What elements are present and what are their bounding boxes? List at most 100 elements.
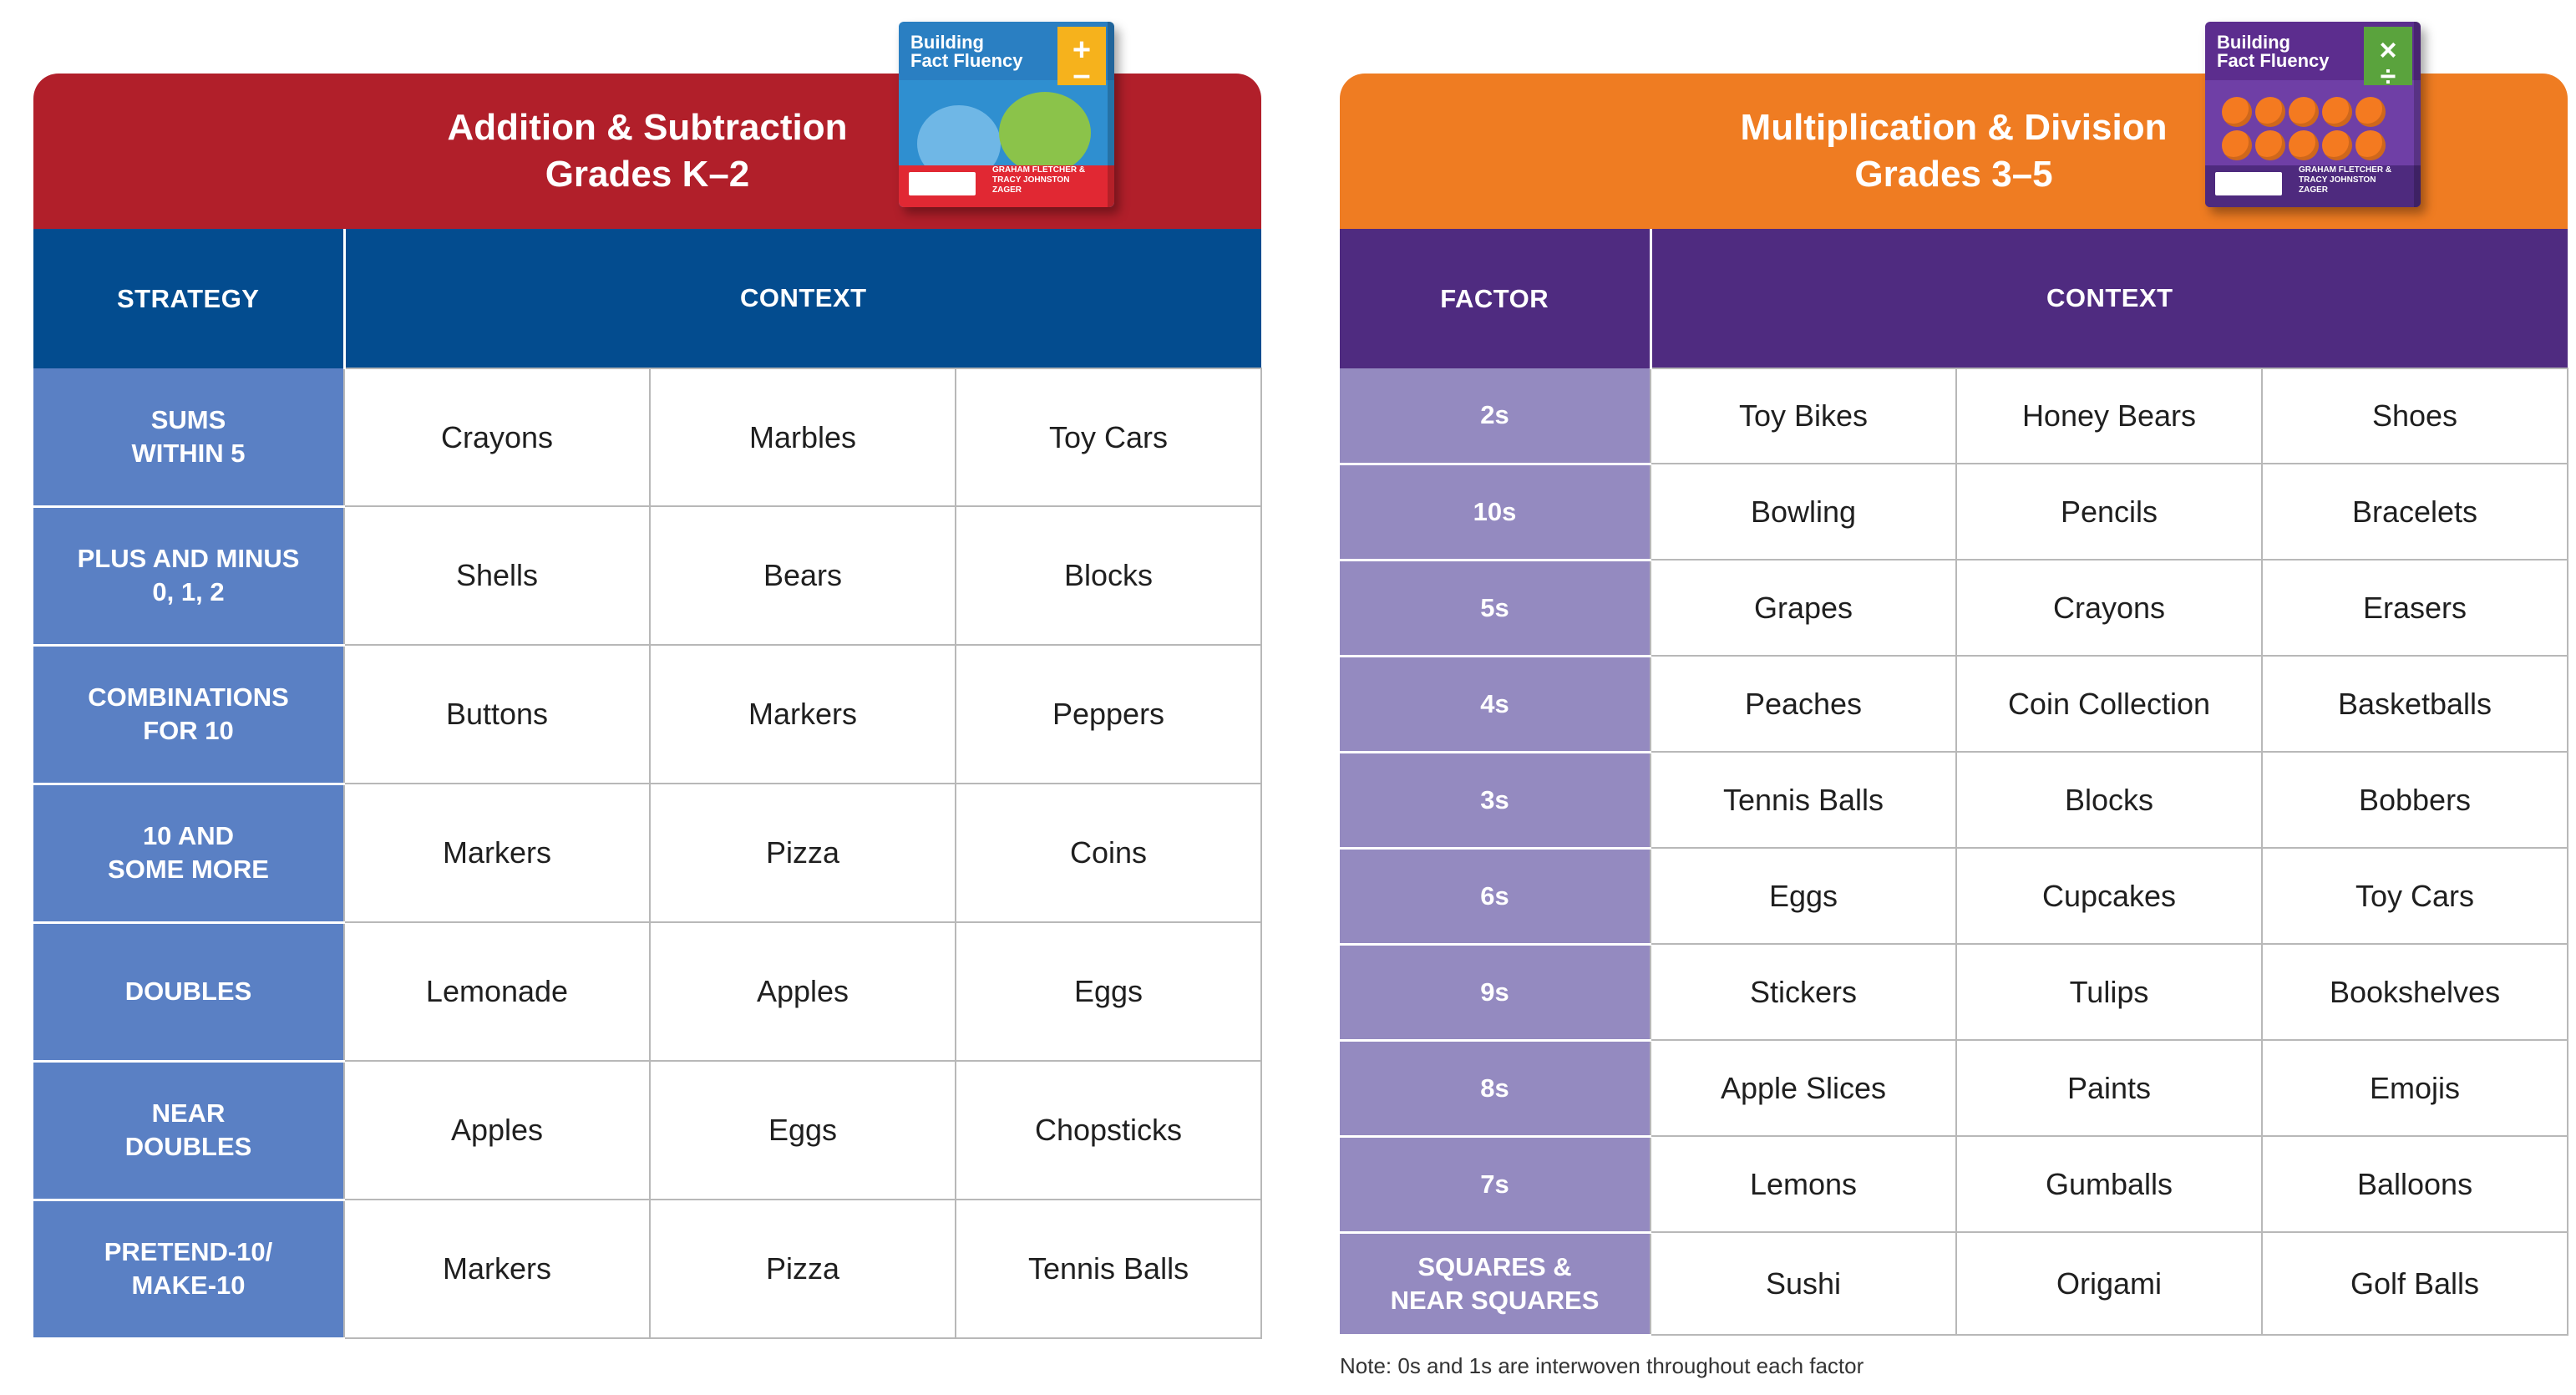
- strategy-label: PLUS AND MINUS 0, 1, 2: [33, 506, 344, 647]
- column-header-factor: FACTOR: [1340, 229, 1652, 368]
- factor-label: 5s: [1340, 560, 1651, 657]
- context-cell: Honey Bears: [1955, 368, 2263, 464]
- book-title-line2: Fact Fluency: [910, 50, 1023, 71]
- table-row: 4s Peaches Coin Collection Basketballs: [1340, 655, 2569, 753]
- factor-label: 9s: [1340, 944, 1651, 1042]
- factor-label: 6s: [1340, 848, 1651, 946]
- factor-label: 2s: [1340, 368, 1651, 465]
- context-cell: Lemons: [1650, 1135, 1957, 1233]
- context-cell: Crayons: [343, 368, 651, 507]
- table-row: 2s Toy Bikes Honey Bears Shoes: [1340, 368, 2569, 465]
- context-cell: Eggs: [649, 1060, 956, 1200]
- factor-context-table: FACTOR CONTEXT 2s Toy Bikes Honey Bears …: [1340, 229, 2569, 1337]
- multiplication-division-banner: Multiplication & Division Grades 3–5 Bui…: [1340, 22, 2568, 229]
- book-cover-image: Building Fact Fluency + – GRAHAM FLETCHE…: [899, 22, 1114, 207]
- context-cell: Markers: [649, 644, 956, 784]
- footnote: Note: 0s and 1s are interwoven throughou…: [1340, 1353, 1864, 1378]
- banner-title: Multiplication & Division: [1740, 107, 2168, 148]
- book-title-line2: Fact Fluency: [2217, 50, 2330, 71]
- warning-label: [2215, 172, 2282, 195]
- multiply-divide-icon: × ÷: [2364, 27, 2412, 93]
- context-cell: Buttons: [343, 644, 651, 784]
- context-cell: Apple Slices: [1650, 1039, 1957, 1137]
- context-cell: Tennis Balls: [1650, 751, 1957, 849]
- context-cell: Paints: [1955, 1039, 2263, 1137]
- banner-grades: Grades K–2: [545, 154, 750, 195]
- table-row: 3s Tennis Balls Blocks Bobbers: [1340, 751, 2569, 850]
- context-cell: Tennis Balls: [954, 1199, 1263, 1339]
- strategy-label: COMBINATIONS FOR 10: [33, 645, 344, 785]
- context-cell: Shoes: [2260, 368, 2569, 464]
- book-author-line2: TRACY JOHNSTON ZAGER: [2299, 175, 2376, 195]
- context-cell: Toy Cars: [954, 368, 1263, 507]
- plus-minus-icon: + –: [1057, 27, 1106, 93]
- strategy-label: DOUBLES: [33, 922, 344, 1063]
- strategy-label: NEAR DOUBLES: [33, 1061, 344, 1201]
- context-cell: Toy Bikes: [1650, 368, 1957, 464]
- table-row: SUMS WITHIN 5 Crayons Marbles Toy Cars: [33, 368, 1263, 508]
- context-cell: Pencils: [1955, 463, 2263, 561]
- context-cell: Bowling: [1650, 463, 1957, 561]
- context-cell: Golf Balls: [2260, 1231, 2569, 1336]
- context-cell: Pizza: [649, 783, 956, 923]
- context-cell: Pizza: [649, 1199, 956, 1339]
- context-cell: Coin Collection: [1955, 655, 2263, 753]
- context-cell: Balloons: [2260, 1135, 2569, 1233]
- context-cell: Blocks: [1955, 751, 2263, 849]
- factor-label: 7s: [1340, 1136, 1651, 1234]
- banner-grades: Grades 3–5: [1854, 154, 2053, 195]
- table-row: 10 AND SOME MORE Markers Pizza Coins: [33, 783, 1263, 924]
- context-cell: Bears: [649, 505, 956, 646]
- context-cell: Eggs: [954, 921, 1263, 1062]
- table-row: PRETEND-10/MAKE-10 Markers Pizza Tennis …: [33, 1199, 1263, 1340]
- factor-label: 8s: [1340, 1040, 1651, 1138]
- context-cell: Chopsticks: [954, 1060, 1263, 1200]
- factor-label: 4s: [1340, 656, 1651, 753]
- context-cell: Bobbers: [2260, 751, 2569, 849]
- context-cell: Cupcakes: [1955, 847, 2263, 945]
- addition-subtraction-banner: Addition & Subtraction Grades K–2 Buildi…: [33, 22, 1261, 229]
- context-cell: Eggs: [1650, 847, 1957, 945]
- multiplication-division-panel: Multiplication & Division Grades 3–5 Bui…: [1340, 22, 2569, 1337]
- context-cell: Origami: [1955, 1231, 2263, 1336]
- table-row: DOUBLES Lemonade Apples Eggs: [33, 921, 1263, 1063]
- factor-label: SQUARES & NEAR SQUARES: [1340, 1232, 1651, 1337]
- context-cell: Grapes: [1650, 559, 1957, 657]
- table-row: SQUARES & NEAR SQUARES Sushi Origami Golf…: [1340, 1231, 2569, 1337]
- context-cell: Coins: [954, 783, 1263, 923]
- table-row: 9s Stickers Tulips Bookshelves: [1340, 943, 2569, 1042]
- context-cell: Peppers: [954, 644, 1263, 784]
- warning-label: [909, 172, 976, 195]
- context-cell: Stickers: [1650, 943, 1957, 1041]
- context-cell: Blocks: [954, 505, 1263, 646]
- context-cell: Bookshelves: [2260, 943, 2569, 1041]
- context-cell: Erasers: [2260, 559, 2569, 657]
- book-author-line2: TRACY JOHNSTON ZAGER: [992, 175, 1070, 195]
- context-cell: Tulips: [1955, 943, 2263, 1041]
- table-row: 5s Grapes Crayons Erasers: [1340, 559, 2569, 657]
- table-row: NEAR DOUBLES Apples Eggs Chopsticks: [33, 1060, 1263, 1201]
- context-cell: Gumballs: [1955, 1135, 2263, 1233]
- table-row: 8s Apple Slices Paints Emojis: [1340, 1039, 2569, 1138]
- strategy-label: SUMS WITHIN 5: [33, 368, 344, 508]
- context-cell: Bracelets: [2260, 463, 2569, 561]
- context-cell: Shells: [343, 505, 651, 646]
- context-cell: Toy Cars: [2260, 847, 2569, 945]
- table-row: 10s Bowling Pencils Bracelets: [1340, 463, 2569, 561]
- column-header-context: CONTEXT: [344, 229, 1262, 368]
- table-row: PLUS AND MINUS 0, 1, 2 Shells Bears Block…: [33, 505, 1263, 647]
- book-title-line1: Building: [2217, 32, 2290, 53]
- book-author-line1: GRAHAM FLETCHER &: [2299, 165, 2392, 175]
- table-row: COMBINATIONS FOR 10 Buttons Markers Peppe…: [33, 644, 1263, 785]
- strategy-context-table: STRATEGY CONTEXT SUMS WITHIN 5 Crayons Ma…: [33, 229, 1263, 1340]
- context-cell: Emojis: [2260, 1039, 2569, 1137]
- banner-title: Addition & Subtraction: [447, 107, 848, 148]
- context-cell: Markers: [343, 783, 651, 923]
- book-author-line1: GRAHAM FLETCHER &: [992, 165, 1086, 175]
- context-cell: Lemonade: [343, 921, 651, 1062]
- strategy-label: 10 AND SOME MORE: [33, 784, 344, 924]
- book-title-line1: Building: [910, 32, 984, 53]
- context-cell: Sushi: [1650, 1231, 1957, 1336]
- table-row: 6s Eggs Cupcakes Toy Cars: [1340, 847, 2569, 946]
- factor-label: 10s: [1340, 464, 1651, 561]
